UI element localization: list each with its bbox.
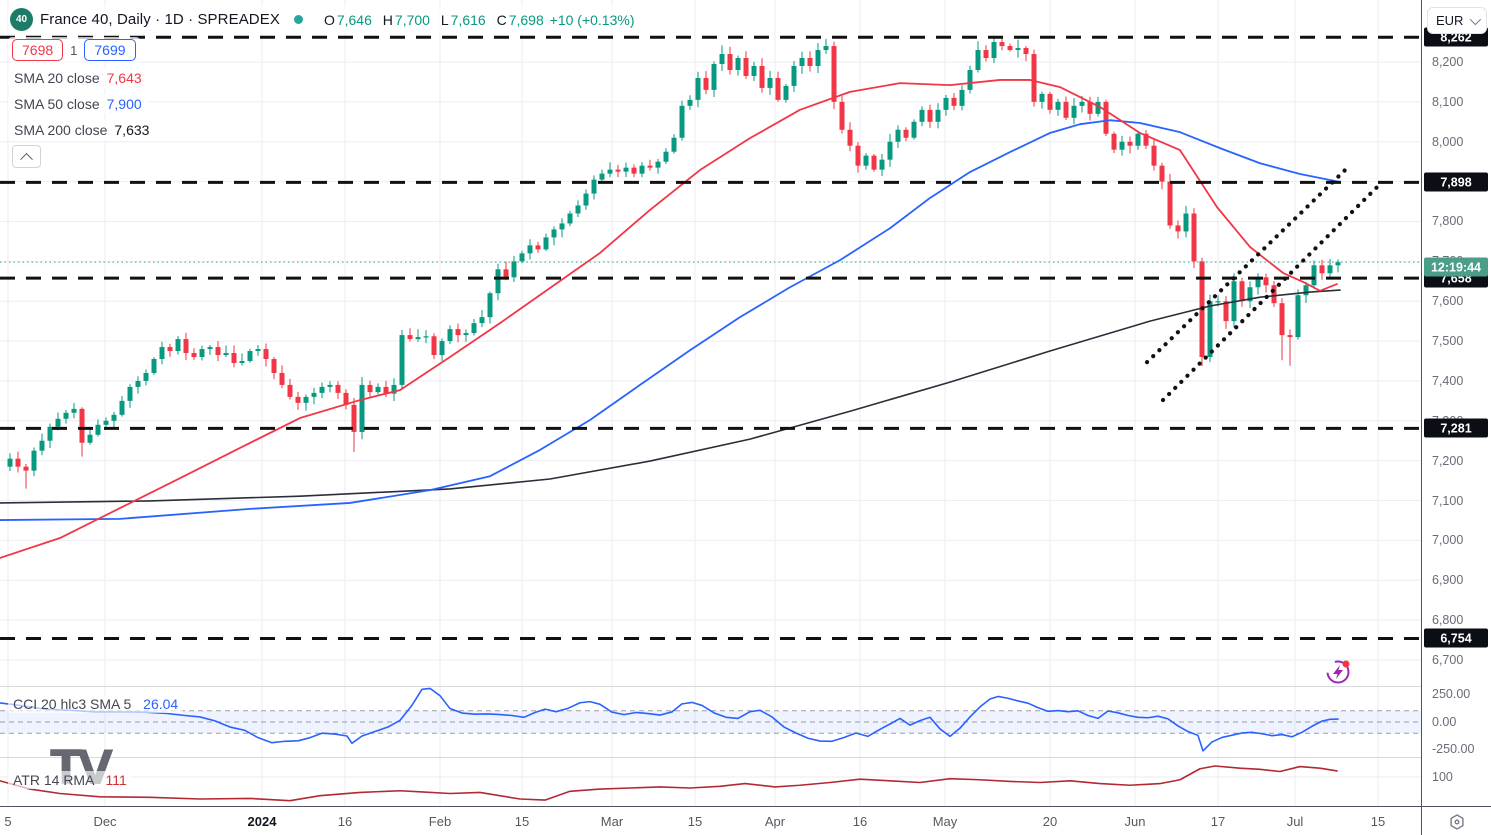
time-tick: 5 bbox=[4, 814, 12, 829]
price-tick: 8,000 bbox=[1432, 134, 1464, 149]
currency-dropdown[interactable]: EUR bbox=[1427, 7, 1487, 34]
indicator-tick: -250.00 bbox=[1432, 742, 1475, 756]
trendline-lower[interactable] bbox=[1160, 185, 1380, 403]
time-tick: 16 bbox=[337, 814, 353, 829]
time-tick: 15 bbox=[1370, 814, 1386, 829]
price-tick: 7,800 bbox=[1432, 214, 1464, 229]
price-tick: 7,400 bbox=[1432, 373, 1464, 388]
sma-20-line[interactable] bbox=[0, 79, 1338, 559]
price-level-pill: 7,281 bbox=[1424, 418, 1488, 438]
countdown-pill: 12:19:44 bbox=[1424, 257, 1488, 277]
price-tick: 6,900 bbox=[1432, 573, 1464, 588]
symbol-row[interactable]: 40 France 40, Daily · 1D · SPREADEX O 7,6… bbox=[8, 6, 641, 33]
change-value: +10 (+0.13%) bbox=[549, 11, 635, 28]
indicator-tick: 0.00 bbox=[1432, 715, 1457, 729]
price-tick: 8,200 bbox=[1432, 55, 1464, 69]
price-tick: 6,700 bbox=[1432, 653, 1464, 667]
trade-buttons-row: 7698 1 7699 bbox=[8, 37, 140, 63]
indicator-row-sma200[interactable]: SMA 200 close 7,633 bbox=[8, 119, 156, 141]
indicator-tick: 100 bbox=[1432, 770, 1453, 784]
time-tick: 16 bbox=[852, 814, 868, 829]
price-tick: 7,200 bbox=[1432, 453, 1464, 468]
atr-line[interactable] bbox=[0, 765, 1338, 802]
indicator-row-sma20[interactable]: SMA 20 close 7,643 bbox=[8, 67, 148, 89]
indicator-row-sma50[interactable]: SMA 50 close 7,900 bbox=[8, 93, 148, 115]
ohlc-readout: O 7,646 H 7,700 L 7,616 C 7,698 +10 (+0.13%) bbox=[323, 11, 635, 28]
price-tick: 7,600 bbox=[1432, 294, 1464, 309]
price-tick: 7,100 bbox=[1432, 493, 1464, 508]
time-tick: 2024 bbox=[247, 814, 277, 829]
collapse-legend-button[interactable] bbox=[12, 145, 41, 168]
time-tick: May bbox=[932, 814, 958, 829]
time-tick: 20 bbox=[1042, 814, 1058, 829]
time-tick: 17 bbox=[1210, 814, 1226, 829]
sma-200-line[interactable] bbox=[0, 289, 1341, 504]
gridlines bbox=[0, 0, 1421, 806]
chevron-up-icon bbox=[20, 152, 33, 166]
time-tick: Mar bbox=[600, 814, 624, 829]
price-tick: 8,100 bbox=[1432, 94, 1464, 109]
symbol-title[interactable]: France 40, Daily · 1D · SPREADEX bbox=[40, 11, 280, 28]
trendline-upper[interactable] bbox=[1144, 165, 1351, 365]
price-tick: 7,500 bbox=[1432, 334, 1464, 349]
atr-indicator-label[interactable]: ATR 14 RMA 111 bbox=[8, 771, 132, 789]
price-tick: 7,000 bbox=[1432, 533, 1464, 548]
time-tick: Jun bbox=[1124, 814, 1146, 829]
cci-line[interactable] bbox=[0, 687, 1339, 752]
spread-value: 1 bbox=[70, 42, 78, 58]
pane-separators[interactable] bbox=[0, 686, 1421, 758]
price-axis[interactable]: 8,2008,1008,0007,9007,8007,7007,6007,500… bbox=[1421, 0, 1491, 835]
indicator-tick: 250.00 bbox=[1432, 687, 1471, 701]
market-status-icon bbox=[293, 15, 303, 24]
sma-50-line[interactable] bbox=[0, 119, 1341, 521]
time-tick: Dec bbox=[93, 814, 117, 829]
cci-band bbox=[0, 710, 1421, 734]
support-resistance-levels[interactable] bbox=[0, 35, 1421, 640]
time-tick: Jul bbox=[1286, 814, 1304, 829]
candles-layer bbox=[7, 36, 1341, 489]
time-tick: 15 bbox=[687, 814, 703, 829]
buy-button[interactable]: 7699 bbox=[84, 39, 136, 61]
chart-legend: 40 France 40, Daily · 1D · SPREADEX O 7,6… bbox=[8, 6, 641, 168]
axis-settings-corner[interactable] bbox=[1421, 806, 1491, 835]
sell-button[interactable]: 7698 bbox=[12, 39, 64, 61]
flash-event-icon[interactable] bbox=[1326, 660, 1350, 684]
cci-indicator-label[interactable]: CCI 20 hlc3 SMA 5 26.04 bbox=[8, 695, 184, 713]
price-level-pill: 6,754 bbox=[1424, 628, 1488, 648]
chevron-down-icon bbox=[1469, 13, 1482, 25]
gear-icon bbox=[1450, 813, 1464, 830]
time-tick: Apr bbox=[764, 814, 786, 829]
price-level-pill: 7,898 bbox=[1424, 172, 1488, 192]
time-tick: Feb bbox=[428, 814, 452, 829]
time-axis[interactable]: 5 Dec 2024 16 Feb 15 Mar 15 Apr 16 May 20 Jun 17 Jul 15 bbox=[0, 806, 1421, 835]
price-tick: 6,800 bbox=[1432, 613, 1464, 628]
time-tick: 15 bbox=[514, 814, 530, 829]
symbol-badge-icon: 40 bbox=[10, 8, 33, 31]
